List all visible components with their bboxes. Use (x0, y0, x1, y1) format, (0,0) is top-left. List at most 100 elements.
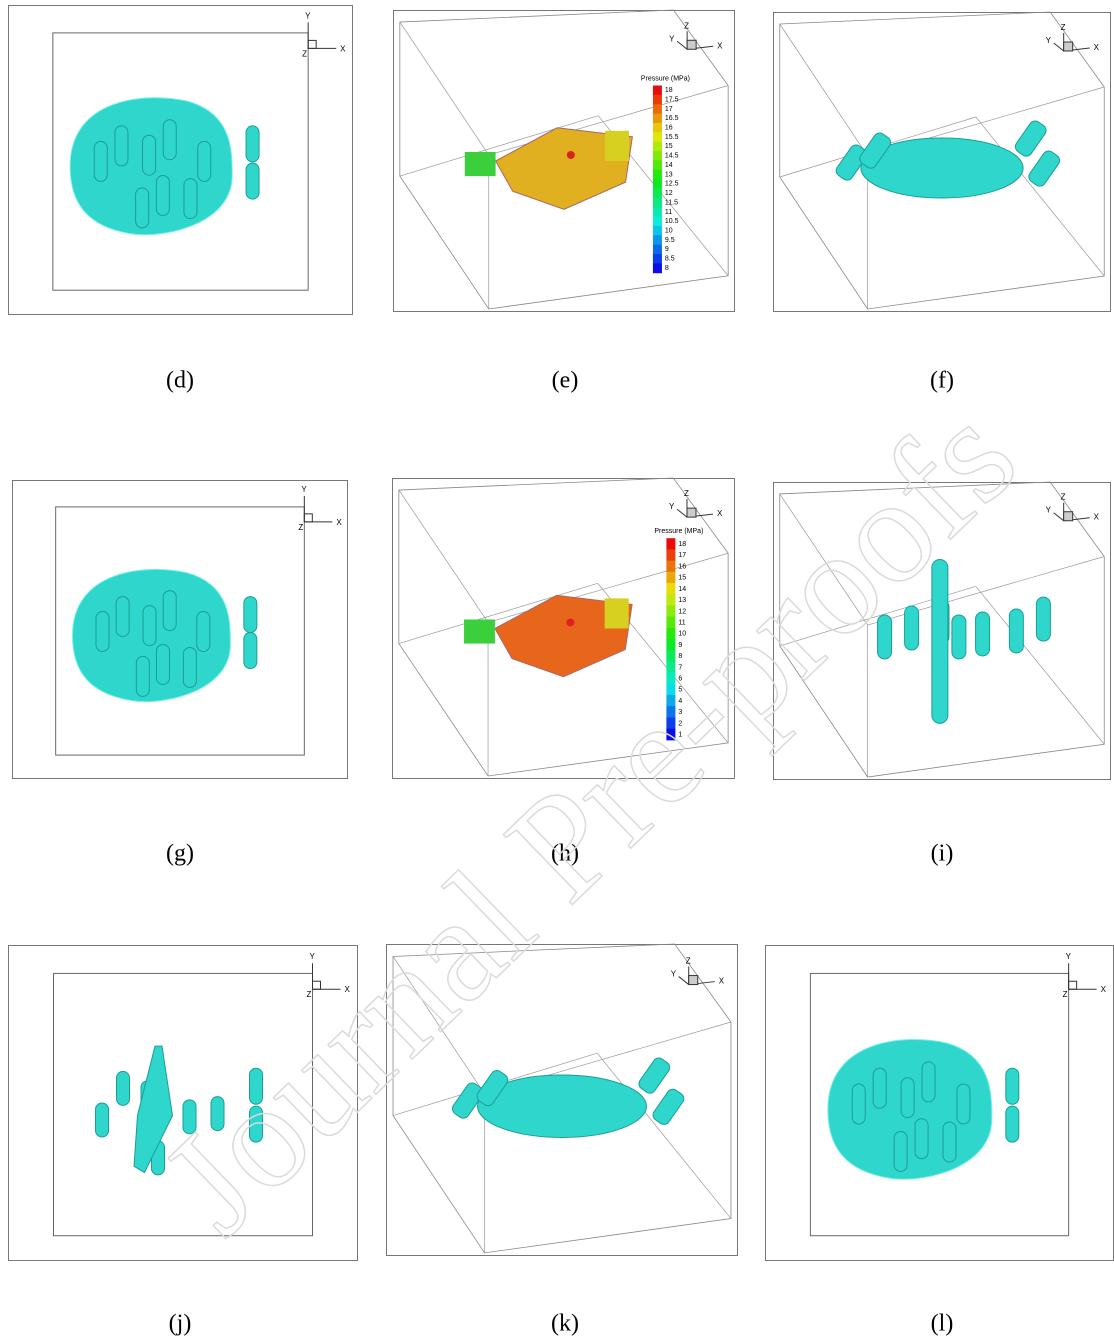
box-edge (975, 586, 1105, 745)
colorbar-swatch (666, 661, 676, 674)
colorbar-swatch (666, 571, 676, 584)
fracture (893, 1130, 908, 1172)
fracture (464, 619, 495, 644)
domain-box (399, 9, 729, 310)
colorbar-swatch (652, 85, 662, 96)
colorbar-tick: 16.5 (665, 115, 679, 122)
box-edge (399, 21, 490, 156)
panel-label: (k) (551, 1311, 579, 1337)
axis-label: Z (298, 523, 303, 532)
fracture (942, 1121, 957, 1163)
colorbar-swatch (652, 244, 662, 255)
fracture (182, 646, 197, 688)
colorbar-title: Pressure (MPa) (654, 528, 703, 535)
colorbar-tick: 18 (678, 541, 686, 548)
main-fracture (931, 558, 949, 724)
fracture (975, 611, 991, 657)
fracture (135, 655, 150, 697)
fracture (900, 1077, 915, 1119)
colorbar-tick: 17 (665, 106, 673, 113)
colorbar-swatch (666, 706, 676, 718)
axis-label: X (1101, 985, 1107, 994)
fracture (249, 1105, 263, 1143)
panel-label: (l) (931, 1311, 954, 1337)
panel-label: (e) (552, 368, 579, 394)
colorbar-swatch (652, 122, 662, 133)
panel-label: (g) (166, 841, 194, 867)
colorbar-tick: 15 (665, 143, 673, 150)
axis-label: Y (305, 11, 311, 20)
domain-box (53, 972, 313, 1237)
axis-cube (307, 39, 317, 49)
fracture (1005, 1105, 1020, 1143)
fracture (249, 1067, 263, 1105)
colorbar-tick: 14 (678, 586, 686, 593)
fracture (114, 125, 129, 167)
colorbar-tick: 8.5 (665, 256, 675, 263)
fracture (95, 1102, 109, 1138)
axis-label: X (1094, 43, 1100, 52)
colorbar-tick: 14 (665, 162, 673, 169)
colorbar-swatch (666, 683, 676, 696)
colorbar-swatch (666, 650, 676, 662)
axis-label: Y (669, 34, 675, 43)
fracture (835, 144, 868, 181)
colorbar-swatch (652, 132, 662, 143)
axis (1053, 42, 1064, 52)
colorbar-tick: 12 (678, 608, 686, 615)
colorbar-swatch (652, 216, 662, 227)
fracture (245, 125, 260, 163)
axis-label: Z (307, 990, 312, 999)
fracture (476, 1070, 509, 1107)
axis-label: Z (684, 21, 689, 30)
pressure-field (494, 127, 633, 210)
panel: ZY X (773, 11, 1111, 312)
fracture-network (860, 137, 1024, 199)
colorbar-swatch (652, 225, 662, 236)
colorbar-tick: 11 (665, 209, 672, 216)
panel: ZY X (773, 481, 1111, 780)
colorbar-tick: 11.5 (665, 199, 678, 206)
fracture (95, 611, 110, 653)
fracture (914, 1118, 929, 1160)
panel-frame (8, 945, 358, 1261)
fracture (1008, 608, 1024, 654)
colorbar-swatch (666, 605, 676, 618)
colorbar-tick: 8 (665, 265, 669, 272)
colorbar-tick: 12.5 (665, 181, 679, 188)
fracture (210, 1096, 225, 1132)
axis-label: Z (1061, 23, 1066, 32)
fracture (1005, 1067, 1020, 1105)
panel-label: (d) (166, 368, 194, 394)
fracture (877, 614, 893, 660)
fracture (956, 1083, 971, 1125)
fracture (135, 187, 150, 229)
fracture (245, 162, 260, 200)
fracture (162, 119, 177, 161)
fracture (1035, 596, 1051, 642)
box-edge (392, 956, 485, 1094)
colorbar-tick: 8 (678, 653, 682, 660)
colorbar-tick: 14.5 (665, 153, 679, 160)
colorbar-tick: 11 (678, 619, 685, 626)
fracture (652, 1088, 685, 1125)
injection-point (566, 150, 575, 159)
axis-label: X (345, 985, 351, 994)
axis-label: Z (684, 489, 689, 498)
panel: Y X Z (8, 945, 358, 1261)
axis-cube (1068, 980, 1078, 990)
box-edge (398, 489, 489, 623)
axis-label: Z (686, 957, 691, 966)
colorbar-tick: 18 (665, 87, 673, 94)
panel-label: (f) (930, 368, 954, 394)
fracture (1014, 120, 1047, 157)
axis-label: Y (1066, 952, 1072, 961)
fracture (183, 178, 198, 220)
box-edge (779, 23, 868, 157)
colorbar-tick: 16 (665, 125, 673, 132)
colorbar-tick: 6 (678, 675, 682, 682)
axis-label: X (717, 41, 723, 50)
colorbar-tick: 13 (678, 597, 686, 604)
